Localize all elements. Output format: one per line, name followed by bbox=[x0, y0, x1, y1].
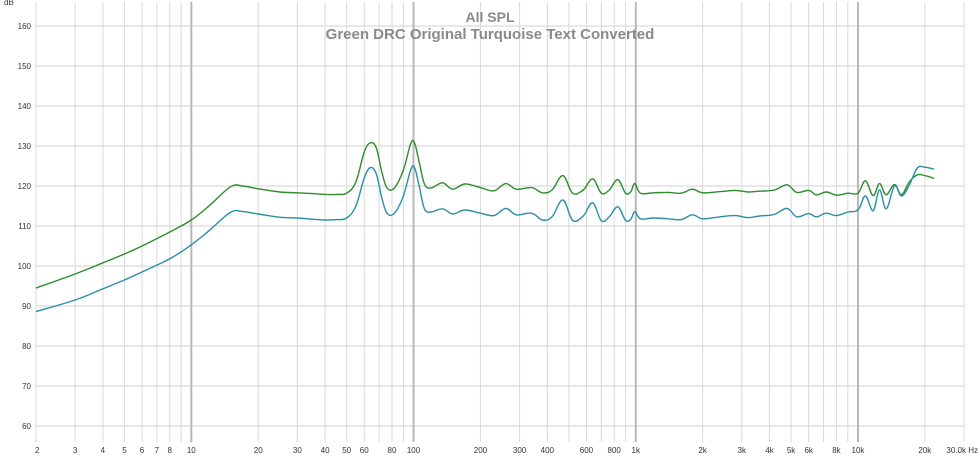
y-tick-label: 160 bbox=[18, 22, 32, 31]
x-tick-label: 10 bbox=[187, 446, 196, 455]
x-tick-label: 100 bbox=[407, 446, 421, 455]
x-tick-label: 3 bbox=[73, 446, 78, 455]
x-tick-label: 400 bbox=[541, 446, 555, 455]
y-tick-label: 70 bbox=[22, 382, 31, 391]
x-tick-label: 80 bbox=[388, 446, 397, 455]
x-tick-label: 800 bbox=[608, 446, 622, 455]
x-tick-label: 7 bbox=[155, 446, 160, 455]
x-tick-label: 2 bbox=[35, 446, 40, 455]
x-tick-label: 8 bbox=[168, 446, 173, 455]
chart-title: All SPL bbox=[465, 9, 514, 25]
y-tick-label: 140 bbox=[18, 102, 32, 111]
x-tick-label: 10k bbox=[852, 446, 866, 455]
y-tick-label: 90 bbox=[22, 302, 31, 311]
x-tick-label: 20 bbox=[254, 446, 263, 455]
x-tick-label: 6 bbox=[140, 446, 145, 455]
y-tick-label: 110 bbox=[18, 222, 31, 231]
x-tick-label: 600 bbox=[580, 446, 594, 455]
x-tick-label: 4 bbox=[101, 446, 106, 455]
x-tick-label: 30 bbox=[293, 446, 302, 455]
series-line-turquoise bbox=[35, 165, 935, 313]
x-tick-label: 300 bbox=[513, 446, 527, 455]
y-axis-label: dB bbox=[4, 0, 14, 7]
x-tick-label: 50 bbox=[342, 446, 351, 455]
y-tick-label: 100 bbox=[18, 262, 32, 271]
x-tick-label: 2k bbox=[698, 446, 707, 455]
y-tick-label: 130 bbox=[18, 142, 32, 151]
y-tick-label: 60 bbox=[22, 422, 31, 431]
x-tick-label: 3k bbox=[738, 446, 747, 455]
x-tick-label: 5k bbox=[787, 446, 796, 455]
chart-subtitle: Green DRC Original Turquoise Text Conver… bbox=[326, 26, 655, 43]
y-tick-label: 150 bbox=[18, 62, 32, 71]
x-tick-label: 4k bbox=[765, 446, 774, 455]
axes: 60 70 80 90 100 110 120 130 140 150 160 2 3 4 5 6 7 8 10 20… bbox=[18, 22, 978, 455]
x-tick-label: 1k bbox=[632, 446, 641, 455]
x-tick-label: 60 bbox=[360, 446, 369, 455]
x-tick-label: 8k bbox=[832, 446, 841, 455]
x-tick-label: 200 bbox=[474, 446, 488, 455]
series-layer bbox=[35, 139, 935, 313]
x-tick-label: 40 bbox=[321, 446, 330, 455]
x-tick-label: 30.0k Hz bbox=[946, 446, 978, 455]
x-tick-label: 6k bbox=[804, 446, 813, 455]
x-tick-label: 20k bbox=[918, 446, 932, 455]
grid bbox=[35, 2, 965, 442]
y-tick-label: 80 bbox=[22, 342, 31, 351]
series-line-green bbox=[35, 139, 935, 289]
x-tick-label: 5 bbox=[122, 446, 127, 455]
y-tick-label: 120 bbox=[18, 182, 32, 191]
